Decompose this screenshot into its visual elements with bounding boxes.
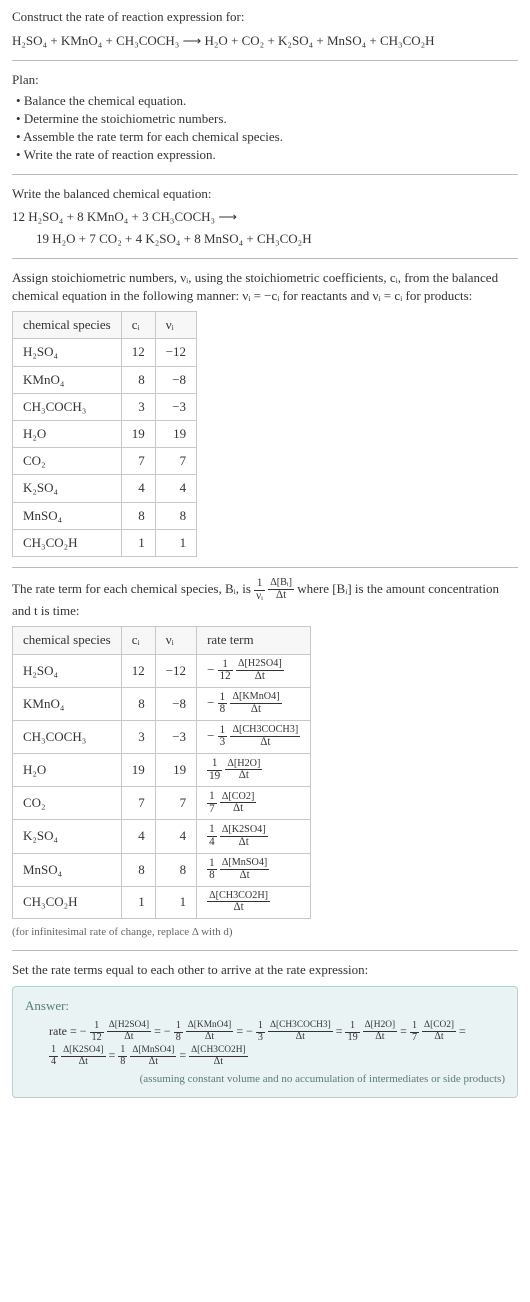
stoichiometry-table: chemical speciescᵢνᵢH₂SO₄12−12KMnO₄8−8CH… [12, 311, 197, 557]
divider [12, 174, 518, 175]
table-row: CH₃CO₂H11 [13, 529, 197, 556]
plan-title: Plan: [12, 71, 518, 89]
table-header: chemical species [13, 627, 122, 654]
balanced-line2: 19 H₂O + 7 CO₂ + 4 K₂SO₄ + 8 MnSO₄ + CH₃… [36, 231, 312, 246]
table-row: H₂SO₄12−12− 112 Δ[H2SO4]Δt [13, 654, 311, 687]
answer-equation: rate = − 112 Δ[H2SO4]Δt = − 18 Δ[KMnO4]Δ… [25, 1019, 505, 1068]
plan-item: Assemble the rate term for each chemical… [12, 128, 518, 146]
plan-list: Balance the chemical equation.Determine … [12, 92, 518, 165]
table-row: KMnO₄8−8 [13, 366, 197, 393]
answer-note: (assuming constant volume and no accumul… [25, 1072, 505, 1087]
plan-item: Determine the stoichiometric numbers. [12, 110, 518, 128]
balanced-heading: Write the balanced chemical equation: [12, 185, 518, 203]
balanced-line1: 12 H₂SO₄ + 8 KMnO₄ + 3 CH₃COCH₃ ⟶ [12, 209, 237, 224]
table-header: chemical species [13, 312, 122, 339]
answer-box: Answer: rate = − 112 Δ[H2SO4]Δt = − 18 Δ… [12, 986, 518, 1098]
infinitesimal-note: (for infinitesimal rate of change, repla… [12, 925, 518, 940]
divider [12, 258, 518, 259]
answer-title: Answer: [25, 997, 505, 1015]
table-row: H₂SO₄12−12 [13, 339, 197, 366]
table-row: CO₂7717 Δ[CO2]Δt [13, 787, 311, 820]
table-header: rate term [197, 627, 311, 654]
unbalanced-equation: H₂SO₄ + KMnO₄ + CH₃COCH₃ ⟶ H₂O + CO₂ + K… [12, 33, 435, 48]
table-row: H₂O1919119 Δ[H2O]Δt [13, 754, 311, 787]
table-row: KMnO₄8−8− 18 Δ[KMnO4]Δt [13, 687, 311, 720]
table-row: K₂SO₄4414 Δ[K2SO4]Δt [13, 820, 311, 853]
table-row: CH₃COCH₃3−3 [13, 393, 197, 420]
plan-item: Write the rate of reaction expression. [12, 146, 518, 164]
table-header: νᵢ [155, 627, 196, 654]
table-row: CH₃CO₂H11Δ[CH3CO2H]Δt [13, 886, 311, 918]
rate-intro-pre: The rate term for each chemical species,… [12, 581, 254, 596]
rate-term-table: chemical speciescᵢνᵢrate termH₂SO₄12−12−… [12, 626, 311, 919]
table-row: CO₂77 [13, 448, 197, 475]
table-header: νᵢ [155, 312, 196, 339]
table-header: cᵢ [121, 627, 155, 654]
intro-text: Construct the rate of reaction expressio… [12, 8, 518, 26]
table-row: H₂O1919 [13, 421, 197, 448]
stoich-intro: Assign stoichiometric numbers, νᵢ, using… [12, 269, 518, 305]
set-equal-text: Set the rate terms equal to each other t… [12, 961, 518, 979]
table-row: K₂SO₄44 [13, 475, 197, 502]
rate-generic-term: 1νᵢ Δ[Bᵢ]Δt [254, 581, 297, 596]
rate-intro: The rate term for each chemical species,… [12, 578, 518, 620]
divider [12, 60, 518, 61]
table-header: cᵢ [121, 312, 155, 339]
plan-item: Balance the chemical equation. [12, 92, 518, 110]
table-row: MnSO₄8818 Δ[MnSO4]Δt [13, 853, 311, 886]
table-row: CH₃COCH₃3−3− 13 Δ[CH3COCH3]Δt [13, 720, 311, 753]
divider [12, 950, 518, 951]
divider [12, 567, 518, 568]
table-row: MnSO₄88 [13, 502, 197, 529]
